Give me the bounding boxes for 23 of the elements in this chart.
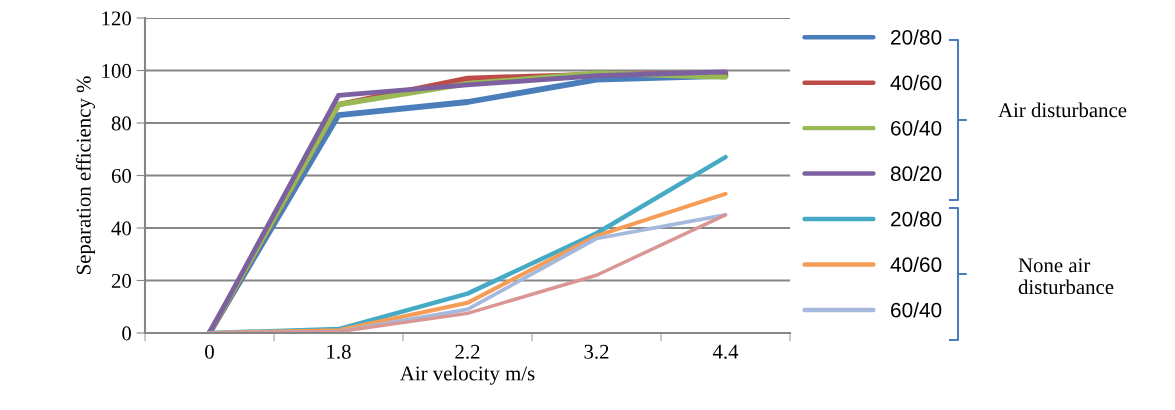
- y-tick-label: 80: [111, 116, 132, 131]
- legend-label: 20/80: [891, 211, 942, 227]
- x-tick-label: 3.2: [584, 344, 609, 359]
- text: Air disturbance: [998, 102, 1127, 118]
- x-tick-label: 0: [205, 344, 214, 359]
- legend-label: 40/60: [890, 74, 942, 91]
- y-tick-label: 20: [111, 273, 132, 288]
- y-axis-title: Separation efficiency %: [75, 76, 95, 274]
- legend-label: 60/40: [891, 120, 942, 136]
- y-tick-label: 100: [102, 63, 132, 78]
- x-axis-title: Air velocity m/s: [400, 365, 535, 385]
- legend-label: 60/40: [891, 302, 942, 318]
- x-tick-label: 2.2: [455, 344, 480, 359]
- y-tick-label: 0: [122, 326, 132, 341]
- y-tick-label: 40: [111, 221, 132, 236]
- x-tick-label: 4.4: [712, 344, 739, 359]
- x-tick-label: 1.8: [327, 344, 351, 359]
- y-tick-label: 120: [102, 11, 132, 26]
- y-tick-label: 60: [111, 168, 132, 183]
- legend-label: 40/60: [890, 256, 942, 273]
- legend-label: 80/20: [890, 165, 942, 182]
- text: None air disturbance: [1018, 258, 1114, 295]
- legend-label: 20/80: [891, 29, 942, 45]
